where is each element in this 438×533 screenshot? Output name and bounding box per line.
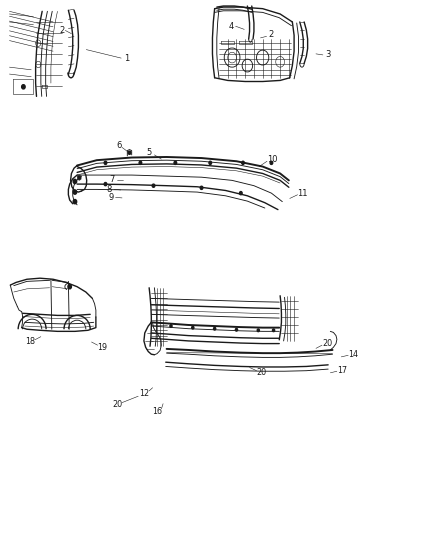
Circle shape xyxy=(270,161,273,165)
Text: 1: 1 xyxy=(124,54,129,62)
Text: 12: 12 xyxy=(139,389,149,398)
Circle shape xyxy=(192,326,194,329)
Text: 3: 3 xyxy=(325,51,331,59)
Text: 4: 4 xyxy=(228,22,233,31)
Circle shape xyxy=(128,151,131,155)
Circle shape xyxy=(200,186,203,189)
Text: 7: 7 xyxy=(110,175,115,184)
Circle shape xyxy=(214,327,216,330)
Text: 16: 16 xyxy=(152,407,162,416)
Text: 10: 10 xyxy=(267,155,278,164)
Circle shape xyxy=(152,184,155,187)
Text: 5: 5 xyxy=(147,148,152,157)
Circle shape xyxy=(73,199,77,204)
Circle shape xyxy=(21,85,25,89)
Circle shape xyxy=(272,329,275,332)
Text: 19: 19 xyxy=(97,343,107,352)
Circle shape xyxy=(73,179,77,183)
Text: 18: 18 xyxy=(25,337,35,346)
Circle shape xyxy=(242,161,244,165)
Text: 6: 6 xyxy=(116,141,121,150)
Circle shape xyxy=(240,191,242,195)
Circle shape xyxy=(235,328,237,331)
Circle shape xyxy=(257,329,259,332)
Text: 8: 8 xyxy=(106,185,112,194)
Text: 17: 17 xyxy=(337,366,347,375)
Circle shape xyxy=(73,190,77,194)
Text: 14: 14 xyxy=(349,350,358,359)
Circle shape xyxy=(170,325,172,327)
Circle shape xyxy=(174,161,177,165)
Circle shape xyxy=(139,161,142,165)
Circle shape xyxy=(104,182,107,185)
Circle shape xyxy=(78,176,81,179)
Circle shape xyxy=(104,161,107,165)
Text: 11: 11 xyxy=(297,189,308,198)
Text: 20: 20 xyxy=(113,400,123,409)
Circle shape xyxy=(68,285,71,289)
Text: 2: 2 xyxy=(269,30,274,39)
Text: 20: 20 xyxy=(257,368,267,377)
Text: 9: 9 xyxy=(108,193,113,202)
Circle shape xyxy=(209,161,212,165)
Text: 20: 20 xyxy=(322,339,332,348)
Text: 2: 2 xyxy=(59,26,64,35)
